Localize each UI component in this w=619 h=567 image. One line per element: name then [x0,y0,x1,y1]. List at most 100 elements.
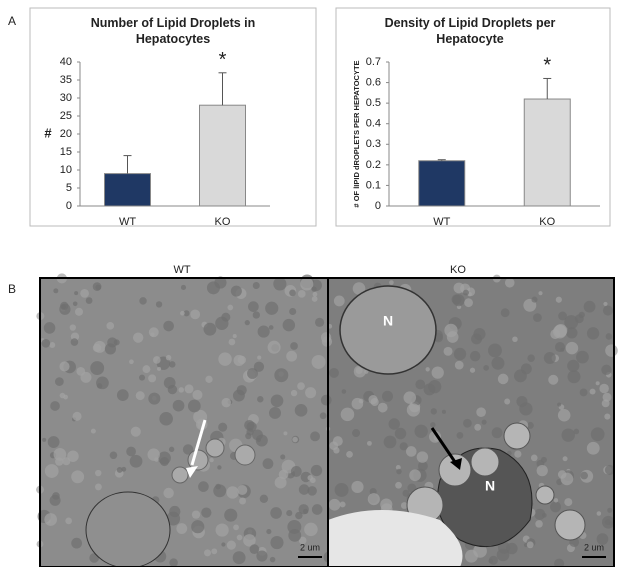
texture [289,289,296,296]
texture [215,317,228,330]
texture [55,377,64,386]
texture [395,482,402,489]
texture [527,354,535,362]
texture [351,481,363,493]
texture [432,366,444,378]
y-tick-label: 0.4 [366,118,381,130]
texture [567,360,579,372]
texture [153,356,161,364]
texture [489,556,498,565]
texture [207,281,220,294]
texture [587,327,599,339]
texture [286,351,297,362]
texture [270,536,283,549]
texture [218,423,227,432]
texture [312,504,323,515]
texture [244,420,254,430]
texture [222,398,231,407]
texture [227,541,236,550]
texture [563,456,568,461]
texture [368,395,377,404]
texture [295,404,308,417]
texture [553,325,567,339]
texture [86,297,93,304]
texture [606,333,613,340]
texture [607,508,612,513]
lipid-droplet [188,450,208,470]
texture [359,399,364,404]
texture [537,465,548,476]
texture [185,384,194,393]
annotation: * [219,49,227,71]
texture [60,302,68,310]
texture [426,367,430,371]
texture [321,332,331,342]
texture [535,520,543,528]
texture [307,475,312,480]
x-tick-label: WT [119,216,136,228]
texture [216,523,229,536]
texture [148,374,156,382]
texture [205,376,212,383]
texture [248,301,259,312]
texture [218,352,231,365]
texture [601,365,611,375]
texture [313,292,318,297]
texture [596,381,600,385]
texture [453,294,465,306]
texture [117,389,129,401]
texture [65,517,72,524]
texture [384,436,397,449]
texture [491,357,504,370]
texture [334,296,345,307]
texture [311,286,316,291]
texture [312,355,326,369]
texture [542,513,547,518]
texture [49,342,55,348]
texture [305,387,316,398]
texture [298,290,306,298]
texture [91,429,96,434]
texture [211,548,217,554]
texture [560,348,564,352]
texture [538,291,542,295]
texture [504,399,510,405]
texture [178,387,184,393]
texture [311,465,322,476]
texture [548,375,558,385]
texture [561,473,574,486]
texture [148,448,160,460]
texture [50,401,60,411]
texture [407,403,420,416]
texture [580,389,588,397]
texture [299,484,310,495]
texture [430,422,435,427]
texture [292,437,298,443]
texture [533,313,542,322]
texture [105,343,116,354]
texture [406,446,417,457]
texture [312,296,318,302]
texture [501,308,510,317]
texture [131,427,141,437]
texture [166,355,171,360]
y-axis-label: # [44,125,52,140]
texture [133,332,143,342]
texture [209,458,213,462]
texture [321,395,332,406]
texture [237,385,247,395]
texture [352,429,360,437]
texture [263,458,274,469]
texture [271,394,284,407]
texture [110,452,118,460]
texture [488,344,502,358]
texture [269,325,274,330]
texture [558,409,571,422]
texture [158,452,171,465]
texture [201,508,211,518]
texture [53,448,66,461]
texture [257,396,263,402]
texture [163,488,173,498]
texture [274,368,288,382]
texture [63,395,68,400]
